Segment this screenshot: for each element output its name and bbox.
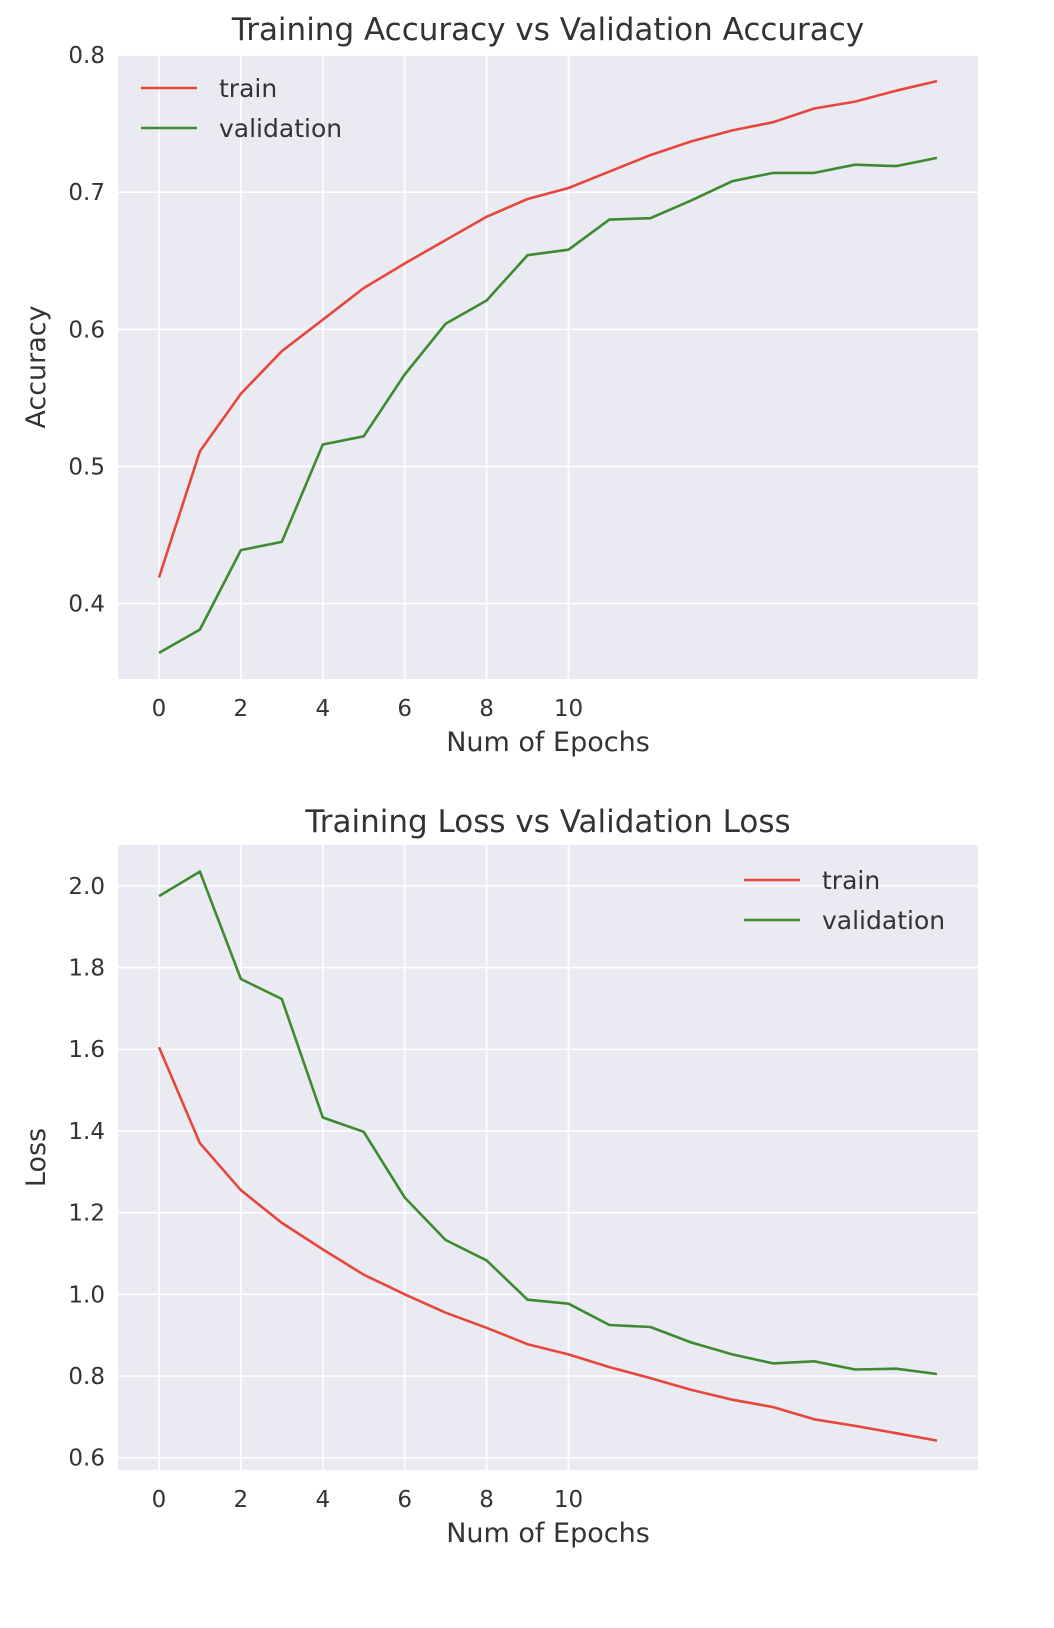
accuracy-x-tick-label: 8: [479, 696, 494, 722]
accuracy-plot-area: [118, 55, 978, 679]
loss-series-train: [157, 1046, 938, 1442]
accuracy-series-validation: [158, 156, 938, 655]
loss-legend-label-train: train: [822, 866, 880, 895]
loss-x-tick-label: 0: [152, 1487, 167, 1513]
accuracy-y-axis-label: Accuracy: [21, 305, 52, 428]
accuracy-y-tick-label: 0.6: [68, 317, 105, 343]
loss-x-tick-label: 6: [397, 1487, 412, 1513]
loss-legend-label-validation: validation: [822, 906, 945, 935]
accuracy-chart-title: Training Accuracy vs Validation Accuracy: [231, 12, 864, 48]
accuracy-chart: 0 2 4 6 8 10 0.4 0.5 0.6 0.7 0.8 Training Accuracy …: [21, 12, 978, 758]
loss-x-tick-label: 4: [315, 1487, 330, 1513]
accuracy-x-tick-label: 4: [315, 696, 330, 722]
loss-x-tick-label: 8: [479, 1487, 494, 1513]
loss-y-tick-label: 1.6: [68, 1037, 105, 1063]
accuracy-y-tick-label: 0.4: [68, 592, 105, 618]
accuracy-y-tick-label: 0.7: [68, 180, 105, 206]
accuracy-x-tick-label: 0: [152, 696, 167, 722]
loss-y-tick-label: 1.8: [68, 956, 105, 982]
loss-y-tick-label: 0.6: [68, 1446, 105, 1472]
loss-y-tick-label: 2.0: [68, 874, 105, 900]
loss-chart: 0 2 4 6 8 10 0.6 0.8 1.0 1.2 1.4 1.6 1.8 2.0 Training …: [21, 804, 978, 1549]
loss-series-validation: [158, 870, 938, 1376]
loss-y-tick-label: 1.2: [68, 1201, 105, 1227]
accuracy-legend-label-validation: validation: [219, 114, 342, 143]
loss-chart-title: Training Loss vs Validation Loss: [304, 804, 790, 840]
accuracy-series-train: [157, 79, 938, 578]
loss-y-tick-label: 1.4: [68, 1119, 105, 1145]
accuracy-x-tick-label: 2: [234, 696, 249, 722]
loss-x-tick-label: 2: [234, 1487, 249, 1513]
loss-x-tick-label: 10: [554, 1487, 583, 1513]
accuracy-x-axis-label: Num of Epochs: [446, 727, 650, 758]
accuracy-y-tick-label: 0.5: [68, 454, 105, 480]
loss-y-axis-label: Loss: [21, 1128, 52, 1187]
loss-x-axis-label: Num of Epochs: [446, 1518, 650, 1549]
accuracy-x-tick-label: 6: [397, 696, 412, 722]
accuracy-y-tick-label: 0.8: [68, 43, 105, 69]
loss-y-tick-label: 0.8: [68, 1364, 105, 1390]
accuracy-legend-label-train: train: [219, 74, 277, 103]
accuracy-x-tick-label: 10: [554, 696, 583, 722]
loss-y-tick-label: 1.0: [68, 1282, 105, 1308]
